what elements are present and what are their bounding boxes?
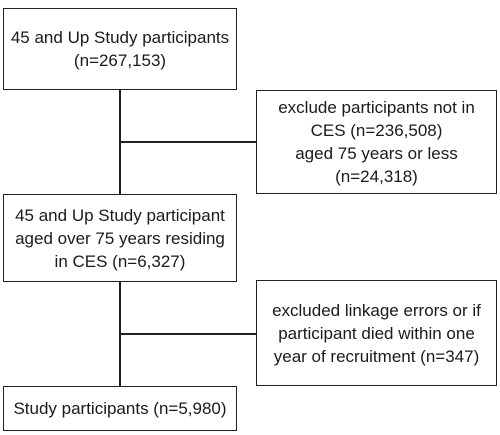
aged75-box: 45 and Up Study participant aged over 75… bbox=[3, 194, 237, 282]
aged75-line-2: aged over 75 years residing bbox=[15, 228, 225, 248]
participants-box: 45 and Up Study participants (n=267,153) bbox=[3, 8, 237, 90]
exclusion-1-line-2: CES (n=236,508) bbox=[310, 121, 443, 140]
exclusion-2-line-1: excluded linkage errors or if bbox=[272, 300, 481, 320]
aged75-line-3: in CES (n=6,327) bbox=[54, 251, 186, 271]
connector-branch-2 bbox=[119, 333, 256, 335]
exclusion-1-line-4: (n=24,318) bbox=[335, 167, 418, 186]
exclusion-1-box: exclude participants not in CES (n=236,5… bbox=[256, 90, 497, 194]
exclusion-1-line-3: aged 75 years or less bbox=[295, 144, 458, 163]
participants-box-line-1: 45 and Up Study participants bbox=[10, 28, 230, 47]
study-participants-box: Study participants (n=5,980) bbox=[3, 386, 237, 431]
participants-box-line-2: (n=267,153) bbox=[73, 51, 167, 70]
aged75-line-1: 45 and Up Study participant bbox=[15, 205, 225, 225]
exclusion-2-box: excluded linkage errors or if participan… bbox=[256, 280, 497, 386]
exclusion-2-line-2: participant died within one bbox=[278, 323, 475, 343]
exclusion-1-line-1: exclude participants not in bbox=[278, 98, 475, 117]
exclusion-2-line-3: year of recruitment (n=347) bbox=[273, 346, 480, 366]
study-participants-line-1: Study participants (n=5,980) bbox=[13, 399, 227, 418]
connector-branch-1 bbox=[119, 141, 256, 143]
